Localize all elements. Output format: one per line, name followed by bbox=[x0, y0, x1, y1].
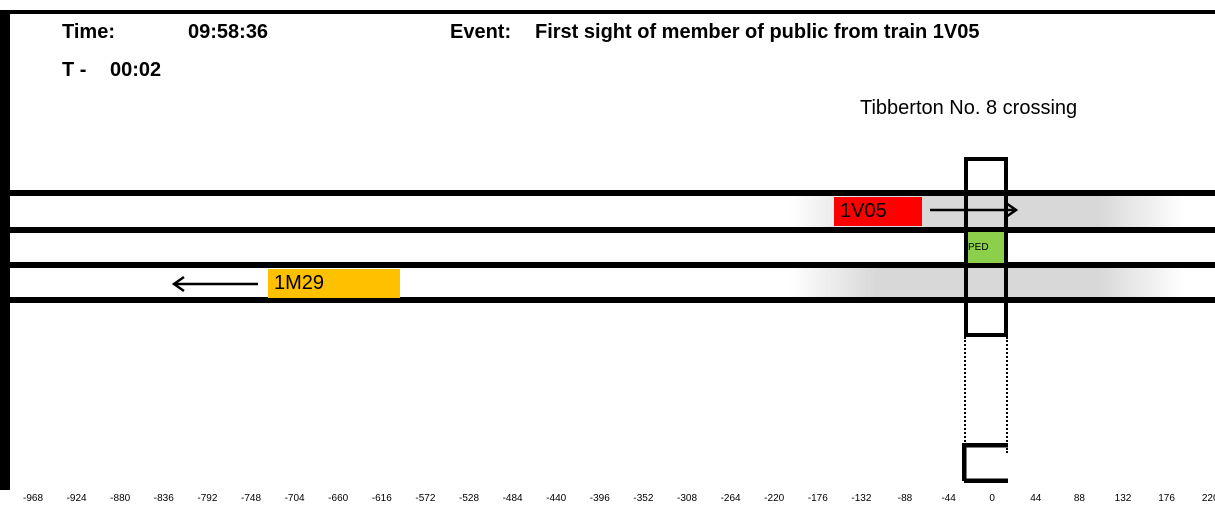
axis-tick-label: -924 bbox=[66, 493, 87, 504]
axis-tick-label: 88 bbox=[1073, 493, 1085, 504]
rail-line-4 bbox=[10, 297, 1215, 303]
pedestrian-marker: PED bbox=[966, 232, 1006, 263]
axis-tick-label: -220 bbox=[764, 493, 785, 504]
event-text: First sight of member of public from tra… bbox=[535, 21, 980, 43]
time-label: Time: bbox=[62, 21, 115, 43]
axis-tick-label: -308 bbox=[676, 493, 698, 504]
train-1v05-direction-arrow-icon bbox=[930, 201, 1019, 219]
axis-tick-label: -704 bbox=[284, 493, 305, 504]
axis-tick-label: -836 bbox=[153, 493, 174, 504]
axis-tick-label: -968 bbox=[22, 493, 44, 504]
axis-tick-label: -572 bbox=[415, 493, 436, 504]
rail-line-3 bbox=[10, 262, 1215, 268]
axis-tick-label: 44 bbox=[1030, 493, 1042, 504]
rail-line-1 bbox=[10, 190, 1215, 196]
axis-tick-label: -880 bbox=[110, 493, 131, 504]
crossing-path-dotted bbox=[964, 337, 1008, 453]
track-3-shading bbox=[790, 268, 1185, 299]
axis-tick-label: -484 bbox=[502, 493, 523, 504]
axis-tick-label: -132 bbox=[851, 493, 872, 504]
rail-line-2 bbox=[10, 227, 1215, 233]
time-value: 09:58:36 bbox=[188, 21, 269, 43]
axis-tick-label: -352 bbox=[633, 493, 654, 504]
train-1v05: 1V05 bbox=[834, 197, 922, 226]
axis-tick-label: -176 bbox=[807, 493, 828, 504]
axis-tick-label: -440 bbox=[546, 493, 567, 504]
axis-tick-label: -748 bbox=[240, 493, 262, 504]
axis-tick-label: -660 bbox=[328, 493, 349, 504]
axis-tick-label: -792 bbox=[197, 493, 218, 504]
axis-tick-label: -528 bbox=[458, 493, 480, 504]
level-crossing-box bbox=[964, 157, 1008, 337]
axis-tick-label: 0 bbox=[989, 493, 995, 504]
t-minus-value: 00:02 bbox=[110, 59, 162, 81]
train-1m29: 1M29 bbox=[268, 269, 400, 298]
axis-tick-label: 176 bbox=[1158, 493, 1175, 504]
event-label: Event: bbox=[450, 21, 512, 43]
axis-tick-label: -396 bbox=[589, 493, 610, 504]
axis-tick-label: -616 bbox=[371, 493, 392, 504]
axis-tick-label: 220 bbox=[1201, 493, 1215, 504]
axis-tick-label: -88 bbox=[897, 493, 913, 504]
train-1m29-direction-arrow-icon bbox=[171, 275, 258, 293]
crossing-bracket-icon bbox=[962, 443, 1008, 483]
crossing-title: Tibberton No. 8 crossing bbox=[860, 97, 1078, 119]
t-minus-label: T - bbox=[62, 59, 87, 81]
axis-tick-label: 132 bbox=[1114, 493, 1132, 504]
axis-tick-label: -44 bbox=[941, 493, 956, 504]
frame-left-border bbox=[0, 10, 10, 490]
axis-tick-label: -264 bbox=[720, 493, 741, 504]
frame-top-border bbox=[0, 10, 1215, 14]
distance-axis: -968 -924 -880 -836 -792 -748 -704 -660 -616 -572… bbox=[0, 492, 1215, 508]
